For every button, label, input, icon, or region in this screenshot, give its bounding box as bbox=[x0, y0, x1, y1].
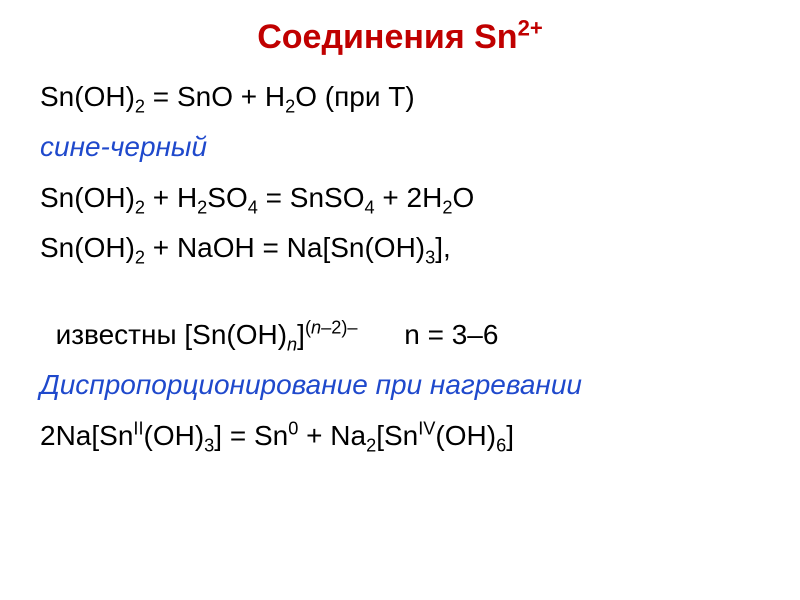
sub-2: 2 bbox=[197, 197, 207, 217]
eq1-part-c: O (при T) bbox=[295, 81, 414, 112]
sub-4: 4 bbox=[248, 197, 258, 217]
sub-2: 2 bbox=[366, 435, 376, 455]
eq5-b: (OH) bbox=[144, 420, 205, 451]
eq4-b: ] bbox=[297, 319, 305, 350]
sub-n: n bbox=[287, 335, 297, 355]
title-superscript: 2+ bbox=[518, 16, 543, 41]
eq2-e: + 2H bbox=[375, 182, 443, 213]
sub-2: 2 bbox=[442, 197, 452, 217]
sub-2: 2 bbox=[285, 97, 295, 117]
note-blue-black: сине-черный bbox=[40, 131, 207, 162]
eq3-a: Sn(OH) bbox=[40, 232, 135, 263]
eq5-f: (OH) bbox=[435, 420, 496, 451]
eq1-part-a: Sn(OH) bbox=[40, 81, 135, 112]
title-text: Соединения Sn bbox=[257, 18, 517, 56]
sub-2: 2 bbox=[135, 248, 145, 268]
eq2-d: = SnSO bbox=[258, 182, 365, 213]
note-line-2: Диспропорционирование при нагревании bbox=[40, 367, 760, 403]
sub-2: 2 bbox=[135, 197, 145, 217]
eq2-c: SO bbox=[207, 182, 247, 213]
equation-line-5: 2Na[SnII(OH)3] = Sn0 + Na2[SnIV(OH)6] bbox=[40, 418, 760, 454]
sub-3: 3 bbox=[425, 248, 435, 268]
note-disprop: Диспропорционирование при нагревании bbox=[40, 369, 582, 400]
eq4-c: n = 3–6 bbox=[358, 319, 499, 350]
sub-6: 6 bbox=[496, 435, 506, 455]
eq5-g: ] bbox=[506, 420, 514, 451]
equation-line-3: Sn(OH)2 + NaOH = Na[Sn(OH)3], bbox=[40, 230, 760, 266]
eq3-c: ], bbox=[435, 232, 451, 263]
sup-rom2: II bbox=[133, 418, 143, 438]
slide-title: Соединения Sn2+ bbox=[40, 18, 760, 57]
equation-line-4: известны [Sn(OH)n](n–2)– n = 3–6 bbox=[40, 281, 760, 354]
sub-2: 2 bbox=[135, 97, 145, 117]
sub-3: 3 bbox=[204, 435, 214, 455]
eq2-a: Sn(OH) bbox=[40, 182, 135, 213]
eq5-d: + Na bbox=[298, 420, 366, 451]
equation-line-1: Sn(OH)2 = SnO + H2O (при T) bbox=[40, 79, 760, 115]
equation-line-2: Sn(OH)2 + H2SO4 = SnSO4 + 2H2O bbox=[40, 180, 760, 216]
eq2-f: O bbox=[452, 182, 474, 213]
sup-zero: 0 bbox=[288, 418, 298, 438]
sup-exp: (n–2)– bbox=[305, 318, 358, 338]
eq1-part-b: = SnO + H bbox=[145, 81, 285, 112]
eq3-b: + NaOH = Na[Sn(OH) bbox=[145, 232, 425, 263]
eq5-e: [Sn bbox=[376, 420, 418, 451]
eq4-a: известны [Sn(OH) bbox=[56, 319, 287, 350]
eq5-a: 2Na[Sn bbox=[40, 420, 133, 451]
sub-4: 4 bbox=[365, 197, 375, 217]
eq5-c: ] = Sn bbox=[214, 420, 288, 451]
note-line-1: сине-черный bbox=[40, 129, 760, 165]
eq2-b: + H bbox=[145, 182, 197, 213]
sup-rom4: IV bbox=[418, 418, 435, 438]
